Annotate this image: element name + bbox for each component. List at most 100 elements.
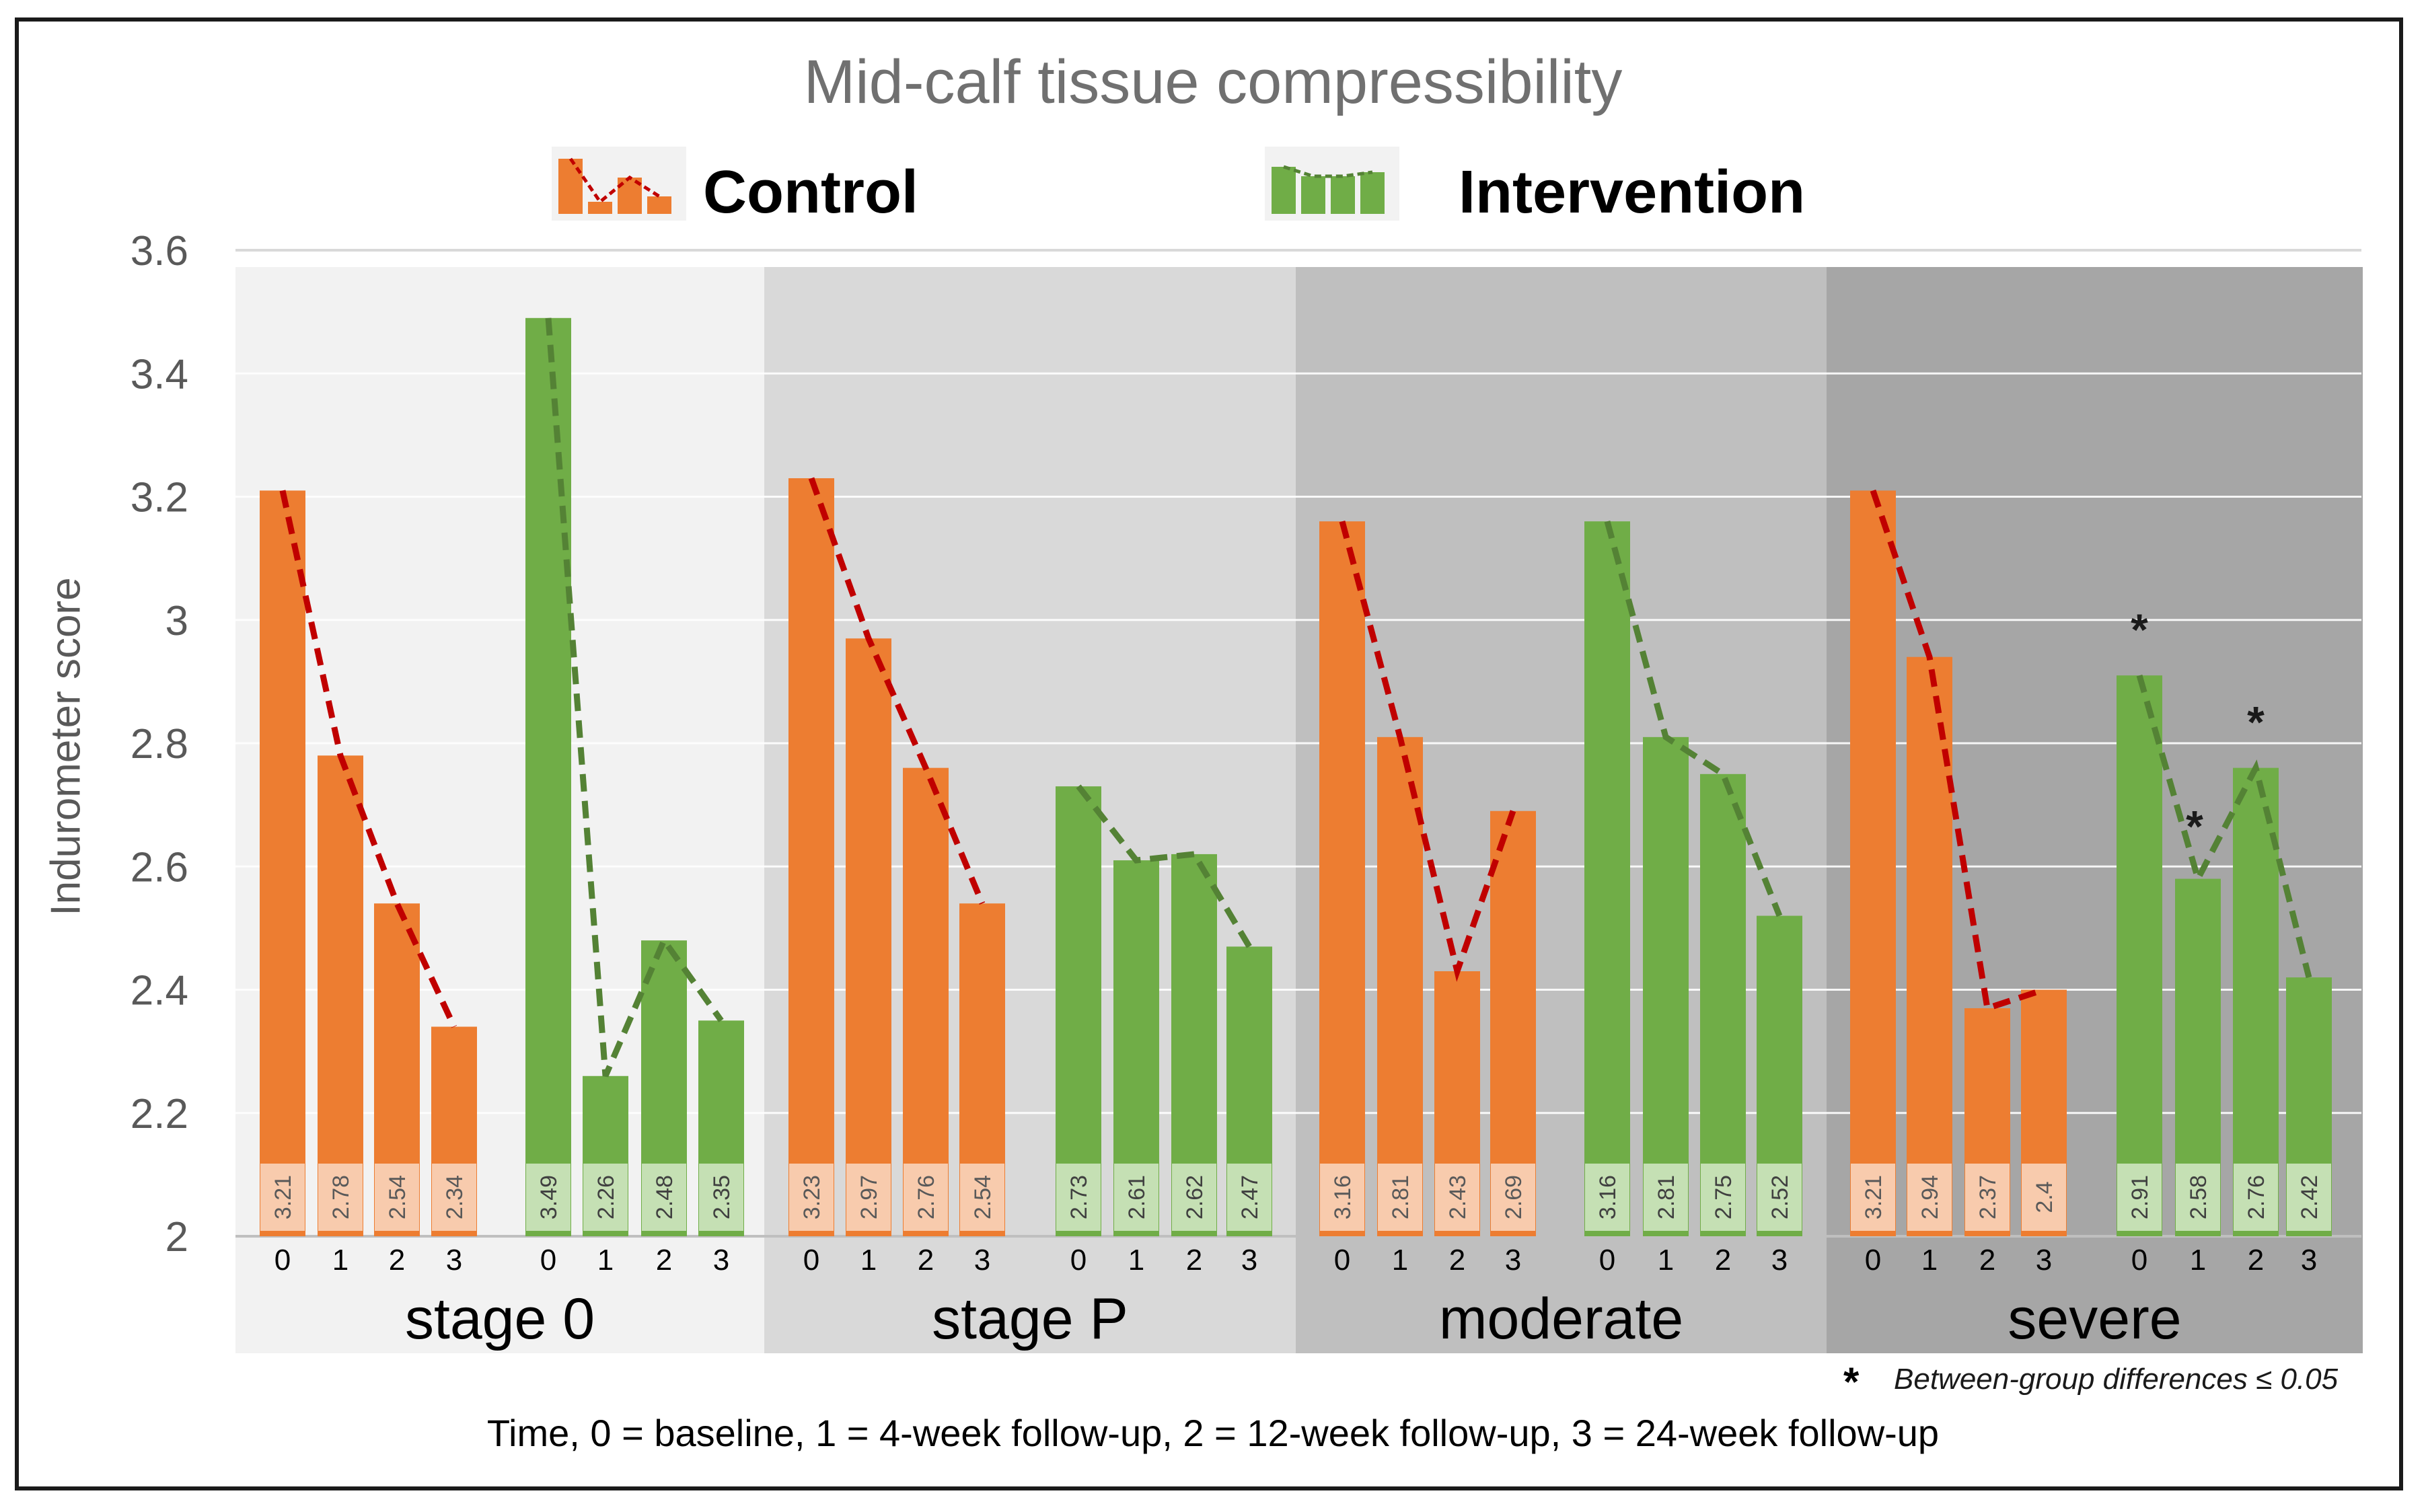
x-tick-label: 1: [1658, 1244, 1674, 1277]
significance-marker: *: [2131, 605, 2148, 654]
trend-line: [1339, 520, 1516, 982]
data-label-box: [260, 1164, 305, 1231]
data-label-box: [1965, 1164, 2010, 1231]
trend-line: [2136, 674, 2312, 979]
data-label: 2.52: [1767, 1175, 1793, 1219]
data-label: 3.21: [270, 1175, 296, 1219]
data-label: 2.48: [652, 1175, 677, 1219]
data-label: 2.37: [1975, 1175, 2001, 1219]
y-tick-label: 3.2: [131, 475, 188, 521]
x-tick-label: 3: [1241, 1244, 1257, 1277]
x-tick-label: 3: [713, 1244, 729, 1277]
data-label-box: [642, 1164, 686, 1231]
data-label-box: [904, 1164, 948, 1231]
data-label-box: [2287, 1164, 2331, 1231]
panel-label: stage 0: [405, 1287, 595, 1351]
x-tick-label: 2: [389, 1244, 405, 1277]
panel-background-3: [1296, 267, 1827, 1353]
significance-footnote: Between-group differences ≤ 0.05: [1894, 1363, 2339, 1396]
data-label-box: [432, 1164, 476, 1231]
x-tick-label: 3: [2301, 1244, 2317, 1277]
bar: [1907, 656, 1952, 1236]
x-tick-label: 0: [274, 1244, 291, 1277]
data-label: 2.81: [1654, 1175, 1679, 1219]
legend-intervention-icon: [1265, 147, 1399, 221]
bar: [1643, 736, 1689, 1236]
bar: [525, 317, 571, 1237]
data-label: 2.4: [2032, 1181, 2057, 1213]
x-tick-label: 0: [2131, 1244, 2147, 1277]
data-label: 2.58: [2186, 1175, 2211, 1219]
data-label: 2.34: [442, 1175, 468, 1219]
data-label-box: [526, 1164, 571, 1231]
data-label: 3.49: [536, 1175, 562, 1219]
data-label: 3.23: [799, 1175, 825, 1219]
x-tick-label: 0: [540, 1244, 556, 1277]
data-label-box: [1644, 1164, 1688, 1231]
x-tick-label: 2: [1449, 1244, 1465, 1277]
x-tick-label: 2: [1715, 1244, 1731, 1277]
legend-intervention-label: Intervention: [1459, 159, 1806, 226]
data-label-box: [375, 1164, 419, 1231]
x-tick-label: 0: [1865, 1244, 1881, 1277]
trend-line: [279, 490, 457, 1028]
data-label: 2.43: [1445, 1175, 1471, 1219]
data-label: 2.69: [1501, 1175, 1527, 1219]
significance-marker-key: *: [1843, 1359, 1860, 1404]
trend-line: [1604, 520, 1783, 917]
data-label: 2.94: [1917, 1175, 1943, 1219]
y-tick-label: 3.4: [131, 351, 188, 398]
data-label: 2.81: [1388, 1175, 1413, 1219]
data-label-box: [2117, 1164, 2162, 1231]
trend-line: [808, 477, 986, 905]
legend-control-label: Control: [703, 159, 918, 226]
y-tick-label: 3: [166, 598, 188, 644]
data-label-box: [1701, 1164, 1745, 1231]
y-tick-label: 2: [166, 1214, 188, 1260]
bar: [260, 490, 305, 1236]
data-label-box: [1320, 1164, 1364, 1231]
bar: [788, 478, 834, 1237]
data-label-box: [2176, 1164, 2220, 1231]
data-label-box: [1227, 1164, 1272, 1231]
y-tick-label: 3.6: [131, 228, 188, 274]
x-tick-label: 0: [1070, 1244, 1087, 1277]
data-label-box: [1585, 1164, 1629, 1231]
x-tick-label: 2: [1979, 1244, 1995, 1277]
data-label: 2.42: [2297, 1175, 2322, 1219]
bar: [903, 767, 949, 1236]
x-tick-label: 3: [974, 1244, 990, 1277]
data-label-box: [699, 1164, 743, 1231]
chart-title: Mid-calf tissue compressibility: [803, 48, 1623, 116]
x-tick-label: 1: [1392, 1244, 1408, 1277]
y-tick-label: 2.4: [131, 968, 188, 1014]
data-label: 3.16: [1595, 1175, 1621, 1219]
data-label-box: [789, 1164, 834, 1231]
data-label-box: [1907, 1164, 1952, 1231]
data-label-box: [1757, 1164, 1802, 1231]
data-label-box: [1435, 1164, 1479, 1231]
x-tick-label: 1: [2190, 1244, 2206, 1277]
data-label: 2.78: [328, 1175, 354, 1219]
data-label-box: [846, 1164, 891, 1231]
data-label: 3.21: [1861, 1175, 1886, 1219]
x-tick-label: 3: [446, 1244, 462, 1277]
y-axis-title: Indurometer score: [42, 577, 89, 916]
y-tick-label: 2.8: [131, 721, 188, 767]
panel-label: moderate: [1439, 1287, 1683, 1351]
x-tick-label: 3: [2036, 1244, 2052, 1277]
data-label: 2.97: [856, 1175, 882, 1219]
data-label: 2.26: [593, 1175, 619, 1219]
x-tick-label: 0: [1599, 1244, 1615, 1277]
x-tick-label: 3: [1771, 1244, 1788, 1277]
data-label-box: [1056, 1164, 1101, 1231]
data-label-box: [1114, 1164, 1159, 1231]
bar: [1850, 490, 1896, 1236]
significance-marker: *: [2247, 697, 2265, 747]
x-tick-label: 0: [1334, 1244, 1350, 1277]
x-tick-label: 2: [1186, 1244, 1202, 1277]
data-label: 2.62: [1182, 1175, 1208, 1219]
data-label: 2.61: [1124, 1175, 1150, 1219]
x-tick-label: 2: [918, 1244, 934, 1277]
